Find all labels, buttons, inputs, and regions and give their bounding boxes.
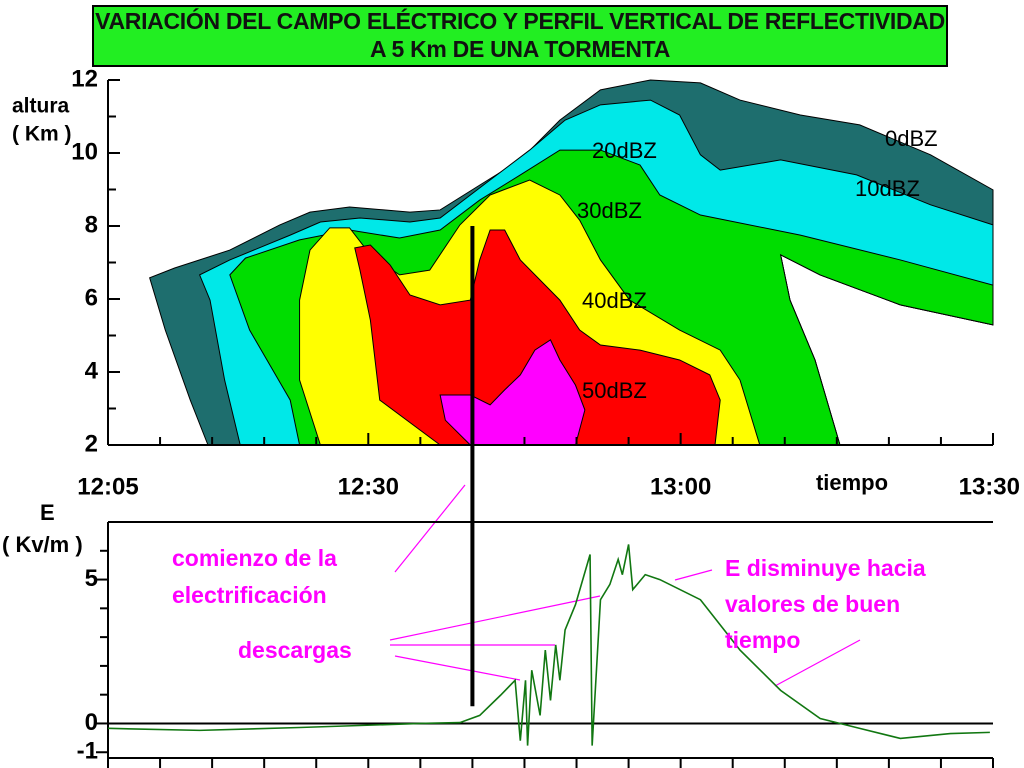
contour-label: 10dBZ: [855, 176, 920, 201]
contour-label: 50dBZ: [582, 378, 647, 403]
x-tick-label: 12:05: [77, 473, 138, 500]
y-tick-label: -1: [77, 738, 98, 765]
contour-label: 30dBZ: [577, 198, 642, 223]
y-tick-label: 10: [71, 138, 98, 165]
y-axis-label: E: [40, 500, 55, 525]
reflectivity-contour: [439, 339, 586, 446]
annotation-arrows: [389, 484, 861, 687]
contour-label: 20dBZ: [592, 138, 657, 163]
x-tick-label: 13:30: [959, 473, 1020, 500]
reflectivity-contour: [354, 229, 721, 446]
y-tick-label: 6: [85, 284, 98, 311]
x-tick-label: 12:30: [338, 473, 399, 500]
chart-title: VARIACIÓN DEL CAMPO ELÉCTRICO Y PERFIL V…: [92, 5, 948, 67]
y-tick-label: 2: [85, 430, 98, 457]
y-tick-label: 0: [85, 709, 98, 736]
y-tick-label: 4: [85, 357, 99, 384]
e-field-line: [107, 544, 990, 746]
x-tick-label: 13:00: [650, 473, 711, 500]
contour-label: 40dBZ: [582, 288, 647, 313]
annotation: electrificación: [172, 582, 327, 608]
annotation: tiempo: [725, 627, 800, 653]
annotation: valores de buen: [725, 591, 900, 617]
y-axis-label: ( Kv/m ): [2, 532, 83, 557]
contour-label: 0dBZ: [885, 126, 938, 151]
annotation: descargas: [238, 637, 352, 663]
y-tick-label: 5: [85, 565, 98, 592]
x-axis-label: tiempo: [816, 470, 888, 495]
annotation: E disminuye hacia: [725, 555, 926, 581]
annotation: comienzo de la: [172, 545, 337, 571]
y-axis-label: ( Km ): [12, 123, 72, 146]
y-tick-label: 8: [85, 211, 98, 238]
y-tick-label: 12: [71, 65, 98, 92]
y-axis-label: altura: [12, 95, 70, 118]
